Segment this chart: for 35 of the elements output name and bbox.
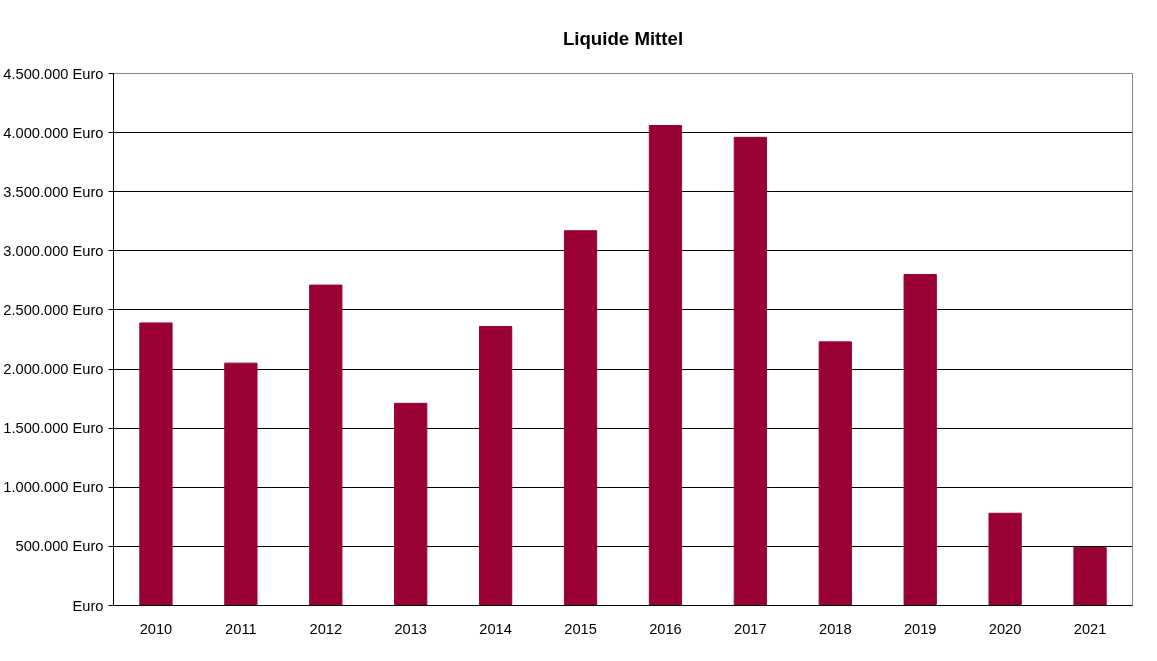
bar xyxy=(394,402,428,606)
x-tick-label: 2012 xyxy=(309,620,343,637)
y-tick-label: 3.000.000 Euro xyxy=(3,242,104,259)
bar xyxy=(903,273,937,606)
y-tick-label: 500.000 Euro xyxy=(15,538,104,555)
bar xyxy=(1073,547,1107,606)
bar xyxy=(224,362,258,606)
y-tick-label: 4.500.000 Euro xyxy=(3,65,104,82)
y-tick-label: 1.000.000 Euro xyxy=(3,479,104,496)
x-tick-label: 2011 xyxy=(225,620,257,637)
x-tick-label: 2018 xyxy=(818,620,852,637)
x-tick-label: 2016 xyxy=(649,620,682,637)
x-tick-label: 2019 xyxy=(903,620,937,637)
bar xyxy=(648,125,683,606)
x-tick-label: 2013 xyxy=(394,620,428,637)
y-tick-label: 2.000.000 Euro xyxy=(3,361,104,378)
bar xyxy=(818,341,852,606)
y-tick-label: 3.500.000 Euro xyxy=(3,183,104,200)
bar xyxy=(563,230,598,606)
y-tick-label: Euro xyxy=(72,597,104,614)
bar xyxy=(733,136,768,606)
x-tick-label: 2021 xyxy=(1073,620,1107,637)
bar xyxy=(988,512,1022,606)
x-tick-label: 2010 xyxy=(139,620,173,637)
bar xyxy=(139,322,173,606)
y-tick-label: 2.500.000 Euro xyxy=(3,301,104,318)
x-tick-label: 2017 xyxy=(734,620,767,637)
chart-title: Liquide Mittel xyxy=(562,27,684,49)
x-tick-label: 2015 xyxy=(564,620,597,637)
bar xyxy=(309,284,343,606)
y-tick-label: 1.500.000 Euro xyxy=(3,420,104,437)
x-tick-label: 2020 xyxy=(988,620,1022,637)
y-tick-label: 4.000.000 Euro xyxy=(3,124,104,141)
x-tick-label: 2014 xyxy=(479,620,512,637)
bar xyxy=(478,326,513,606)
